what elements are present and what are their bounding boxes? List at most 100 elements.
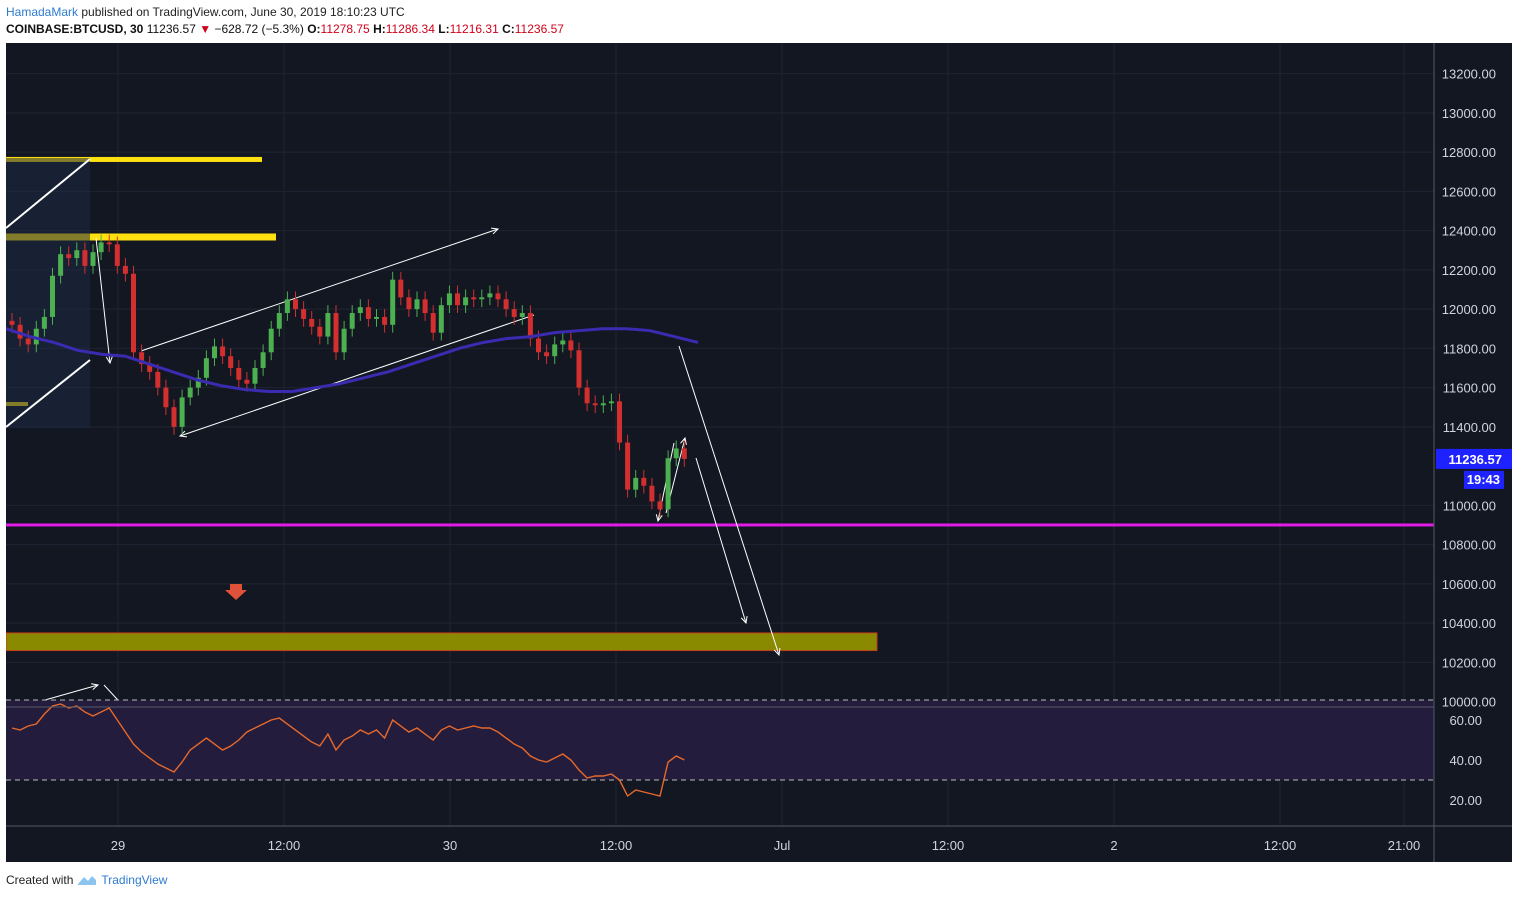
candle-body [220, 346, 226, 357]
levels-layer [6, 156, 1434, 652]
candle-body [260, 352, 266, 368]
time-tick-label: 12:00 [600, 838, 633, 853]
candle-body [357, 307, 363, 314]
tradingview-logo-icon [78, 876, 97, 885]
target-arrow [695, 457, 747, 624]
candle-body [309, 318, 315, 327]
high-label: H: [373, 22, 386, 36]
candle-body [438, 305, 444, 333]
candle-body [479, 297, 485, 300]
candle-body [74, 250, 80, 259]
candle-body [365, 307, 371, 319]
candle-body [228, 356, 234, 368]
candle-body [252, 367, 258, 384]
candle-body [122, 265, 128, 274]
time-tick-label: 12:00 [932, 838, 965, 853]
chart-canvas[interactable]: 13200.00 13000.00 12800.00 12600.00 12400.00… [6, 43, 1512, 862]
resistance-band-upper [6, 156, 262, 162]
candle-body [544, 352, 550, 357]
drawings-layer [6, 158, 781, 738]
projection-line-head [773, 647, 781, 657]
time-tick-label: 29 [111, 838, 125, 853]
candle-body [9, 320, 15, 325]
open-value: 11278.75 [320, 22, 370, 36]
price-tick-label: 11000.00 [1443, 498, 1496, 513]
candle-body [503, 299, 509, 310]
candle-body [82, 250, 88, 266]
candle-body [568, 340, 574, 351]
price-tick-label: 10800.00 [1442, 538, 1496, 553]
candle-body [17, 324, 23, 339]
pitchfork-line-bottom [6, 359, 91, 428]
candle-body [139, 352, 145, 365]
candle-body [301, 309, 307, 319]
channel-arrow-top-head [490, 227, 500, 235]
candle-body [244, 379, 250, 384]
ohlc-legend: COINBASE:BTCUSD, 30 11236.57 ▼ −628.72 (… [6, 22, 564, 36]
candle-body [58, 254, 64, 276]
publish-info: HamadaMark published on TradingView.com,… [6, 5, 405, 19]
price-tick-label: 10200.00 [1442, 655, 1496, 670]
candle-body [625, 442, 631, 490]
price-tick-label: 11600.00 [1443, 381, 1496, 396]
candle-body [382, 316, 388, 325]
candle-body [66, 254, 72, 259]
low-value: 11216.31 [449, 22, 499, 36]
candle-body [33, 328, 39, 345]
candle-body [430, 313, 436, 333]
footer: Created with TradingView [6, 873, 167, 887]
candle-body [90, 252, 96, 266]
low-label: L: [438, 22, 450, 36]
current-price-tag [1436, 448, 1512, 469]
price-tick-label: 10600.00 [1442, 577, 1496, 592]
candle-body [390, 279, 396, 325]
candle-body [649, 485, 655, 502]
candle-body [317, 326, 323, 337]
candle-body [463, 297, 469, 306]
candle-body [592, 403, 598, 406]
moving-average-line [6, 327, 699, 394]
countdown-label: 19:43 [1467, 472, 1500, 487]
candle-body [98, 242, 104, 253]
price-tick-label: 11400.00 [1443, 420, 1496, 435]
pullback-arrow-down-head [655, 514, 663, 523]
rsi-band-fill [6, 700, 1434, 780]
current-price-label: 11236.57 [1448, 452, 1502, 467]
candle-body [114, 244, 120, 266]
candle-body [406, 297, 412, 310]
candle-body [487, 293, 493, 298]
rsi-tick-label: 20.00 [1449, 793, 1482, 808]
down-triangle-icon: ▼ [199, 22, 212, 36]
time-tick-label: 12:00 [268, 838, 301, 853]
price-tick-label: 12600.00 [1442, 184, 1496, 199]
candle-body [284, 299, 290, 314]
tradingview-link[interactable]: TradingView [101, 873, 168, 887]
price-tick-label: 12200.00 [1442, 263, 1496, 278]
candle-body [455, 293, 460, 306]
candle-body [576, 350, 582, 388]
time-tick-label: Jul [774, 838, 791, 853]
candle-body [495, 293, 501, 300]
candle-body [25, 338, 31, 345]
candle-body [171, 407, 177, 427]
published-text: published on TradingView.com, June 30, 2… [81, 5, 405, 19]
author-link[interactable]: HamadaMark [6, 5, 79, 19]
candle-body [560, 340, 566, 345]
candle-body [236, 367, 242, 380]
candle-body [147, 364, 153, 372]
projection-line [678, 345, 780, 656]
price-tick-label: 13200.00 [1442, 67, 1496, 82]
sell-signal-icon [225, 584, 247, 600]
symbol-label[interactable]: COINBASE:BTCUSD, 30 [6, 22, 144, 36]
close-label: C: [502, 22, 515, 36]
candle-body [179, 397, 185, 427]
candle-body [349, 313, 355, 329]
high-value: 11286.34 [385, 22, 435, 36]
price-tick-label: 12400.00 [1442, 224, 1496, 239]
candle-body [552, 344, 558, 357]
channel-arrow-top [140, 228, 499, 352]
price-tick-label: 10000.00 [1442, 695, 1496, 710]
candle-body [268, 328, 274, 353]
candle-body [608, 401, 614, 404]
price-tick-label: 10400.00 [1442, 616, 1496, 631]
